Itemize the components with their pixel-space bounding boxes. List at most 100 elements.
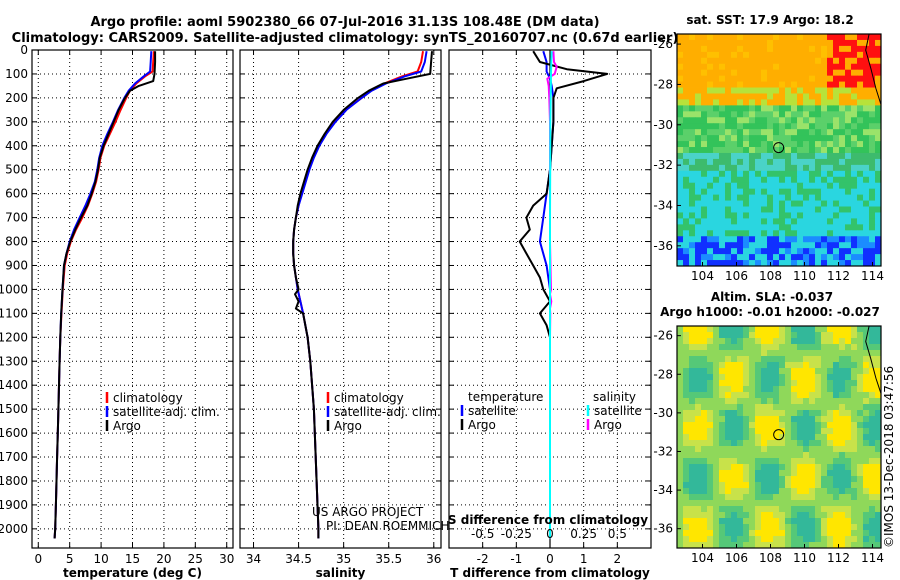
sst-cell: [797, 218, 804, 225]
sst-cell: [851, 188, 858, 196]
sla-cell: [869, 404, 876, 411]
sla-cell: [689, 518, 696, 525]
sst-cell: [785, 158, 792, 166]
sst-cell: [743, 81, 750, 88]
sla-cell: [791, 422, 798, 429]
sst-cell: [821, 236, 828, 243]
sla-cell: [743, 512, 750, 519]
sst-cell: [761, 188, 768, 196]
sst-cell: [755, 200, 762, 207]
sst-cell: [725, 117, 732, 124]
sst-cell: [749, 45, 756, 53]
sla-cell: [695, 356, 702, 363]
sst-cell: [713, 93, 720, 100]
sla-cell: [713, 476, 720, 483]
sst-cell: [749, 129, 756, 136]
sst-cell: [797, 99, 804, 106]
sla-cell: [731, 500, 738, 507]
sst-cell: [785, 242, 792, 249]
sst-cell: [821, 129, 828, 136]
sst-cell: [779, 212, 786, 219]
map-x-tick-label: 110: [793, 269, 816, 283]
sla-cell: [731, 488, 738, 495]
sla-cell: [797, 440, 804, 447]
y-tick-label: 1500: [0, 402, 28, 416]
sst-cell: [719, 158, 726, 166]
sst-cell: [833, 129, 840, 136]
sst-cell: [815, 170, 822, 178]
sst-cell: [755, 123, 762, 130]
sla-cell: [809, 494, 816, 501]
sst-cell: [797, 135, 804, 142]
sla-cell: [719, 350, 726, 357]
sla-cell: [767, 446, 774, 453]
sla-cell: [695, 368, 702, 375]
sst-cell: [827, 206, 834, 213]
sst-cell: [743, 200, 750, 207]
sst-cell: [749, 147, 756, 154]
sla-cell: [689, 530, 696, 537]
sla-cell: [803, 530, 810, 537]
sst-cell: [833, 93, 840, 100]
sst-cell: [701, 99, 708, 106]
sst-cell: [785, 236, 792, 243]
sla-cell: [743, 374, 750, 381]
sst-cell: [731, 248, 738, 255]
sla-cell: [875, 494, 882, 501]
sla-cell: [803, 344, 810, 351]
sla-cell: [689, 344, 696, 351]
sla-cell: [821, 344, 828, 351]
sst-cell: [755, 224, 762, 231]
sla-cell: [827, 542, 834, 549]
sst-cell: [719, 45, 726, 53]
sst-cell: [695, 152, 702, 160]
sst-cell: [845, 200, 852, 207]
sla-cell: [725, 404, 732, 411]
legend-entry: Argo: [594, 418, 622, 432]
sst-cell: [725, 141, 732, 148]
sst-cell: [761, 87, 768, 94]
sst-cell: [713, 105, 720, 112]
sst-cell: [743, 39, 750, 47]
sla-cell: [737, 476, 744, 483]
sst-cell: [773, 99, 780, 106]
sst-cell: [785, 194, 792, 201]
sst-cell: [809, 57, 816, 65]
sst-cell: [689, 99, 696, 106]
y-tick-label: 0: [20, 43, 28, 57]
sst-cell: [701, 123, 708, 130]
sla-cell: [695, 536, 702, 543]
sst-cell: [785, 135, 792, 142]
sla-cell: [875, 434, 882, 441]
sst-cell: [869, 99, 876, 106]
sla-cell: [779, 452, 786, 459]
sla-cell: [683, 326, 690, 333]
sla-cell: [815, 488, 822, 495]
sst-cell: [725, 254, 732, 261]
sla-cell: [725, 500, 732, 507]
sla-cell: [845, 422, 852, 429]
sst-cell: [851, 69, 858, 77]
sst-cell: [833, 63, 840, 71]
sst-cell: [845, 182, 852, 190]
sst-cell: [863, 34, 870, 41]
sst-cell: [683, 45, 690, 53]
sla-cell: [731, 464, 738, 471]
sla-cell: [779, 356, 786, 363]
sla-cell: [689, 440, 696, 447]
sst-cell: [821, 230, 828, 237]
sla-cell: [743, 362, 750, 369]
sla-cell: [851, 326, 858, 333]
sla-cell: [803, 326, 810, 333]
sst-cell: [815, 194, 822, 201]
s-diff-tick-label: 0: [546, 527, 554, 541]
x-tick-label: 20: [156, 552, 171, 566]
sst-cell: [803, 57, 810, 65]
sst-cell: [695, 141, 702, 148]
sst-cell: [713, 206, 720, 213]
sst-cell: [749, 57, 756, 65]
sla-cell: [791, 434, 798, 441]
sst-cell: [713, 242, 720, 249]
sla-cell: [827, 374, 834, 381]
sst-cell: [791, 51, 798, 59]
